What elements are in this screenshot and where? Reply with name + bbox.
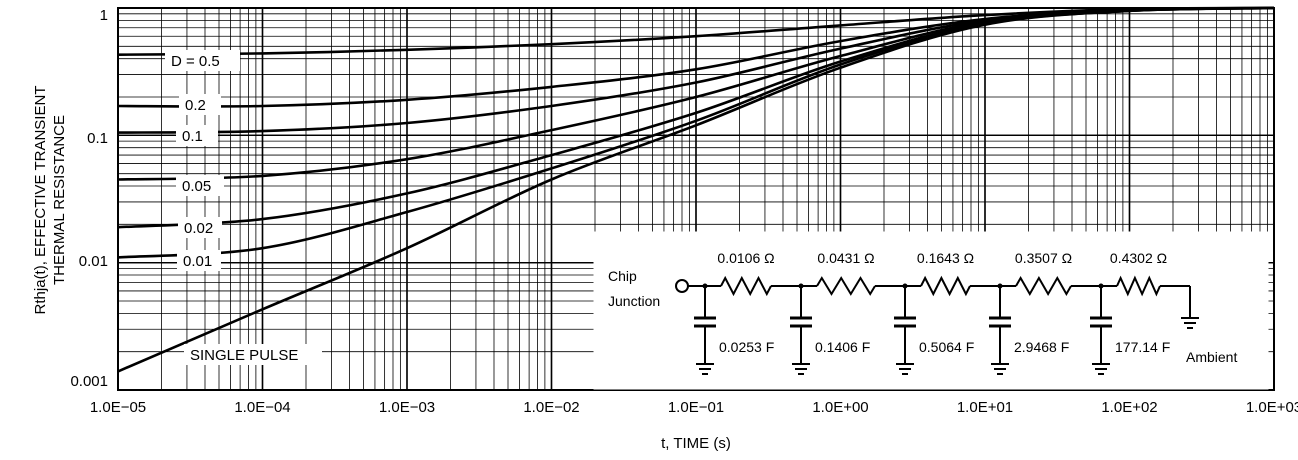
junction-terminal (675, 279, 689, 293)
x-tick-label: 1.0E+00 (812, 399, 868, 416)
resistor-label: 0.4302 Ω (1110, 250, 1167, 266)
curves (117, 6, 1275, 373)
x-tick-label: 1.0E−01 (668, 399, 724, 416)
y-axis-title-line2: THERMAL RESISTANCE (51, 115, 68, 285)
curve-label: D = 0.5 (171, 53, 220, 70)
y-tick-label: 1 (100, 7, 108, 24)
curve-label-bg (178, 217, 222, 238)
curve-label: 0.2 (185, 97, 206, 114)
x-tick-label: 1.0E+01 (957, 399, 1013, 416)
capacitor-label: 0.0253 F (719, 339, 774, 355)
chip-label-line1: Chip (608, 268, 637, 284)
chip-label-line2: Junction (608, 293, 660, 309)
curve-label: 0.02 (184, 220, 213, 237)
resistor-0 (720, 275, 772, 297)
x-tick-label: 1.0E−03 (379, 399, 435, 416)
x-tick-label: 1.0E+03 (1246, 399, 1298, 416)
curve-label: 0.1 (182, 128, 203, 145)
resistor-3 (1015, 275, 1072, 297)
capacitor-label: 0.5064 F (919, 339, 974, 355)
circuit-parts: 0.0106 Ω 0.0253 F 0.0431 Ω 0.1406 F 0.1643 Ω… (688, 250, 1199, 375)
y-tick-label: 0.01 (79, 253, 108, 270)
resistor-1 (816, 276, 876, 296)
plot-frame (117, 7, 1275, 391)
y-axis-title-line1: Rthja(t), EFFECTIVE TRANSIENT (32, 86, 49, 315)
curve-label-bg (165, 50, 240, 71)
x-axis-title: t, TIME (s) (661, 435, 731, 452)
ambient-label: Ambient (1186, 349, 1237, 365)
resistor-label: 0.3507 Ω (1015, 250, 1072, 266)
x-tick-label: 1.0E−05 (90, 399, 146, 416)
resistor-label: 0.1643 Ω (917, 250, 974, 266)
curve-label-bg (177, 250, 221, 271)
resistor-label: 0.0431 Ω (817, 250, 874, 266)
series-line-6 (117, 6, 1275, 373)
y-tick-labels: 0.001 0.01 0.1 1 (70, 7, 108, 390)
curve-label-bg (184, 344, 322, 365)
resistor-2 (920, 275, 971, 297)
curve-label: 0.01 (183, 253, 212, 270)
capacitor-label: 177.14 F (1115, 339, 1170, 355)
x-tick-label: 1.0E−04 (234, 399, 290, 416)
curve-label-bg (176, 175, 224, 196)
curve-label: 0.05 (182, 178, 211, 195)
capacitor-label: 2.9468 F (1014, 339, 1069, 355)
resistor-label: 0.0106 Ω (717, 250, 774, 266)
x-tick-label: 1.0E+02 (1101, 399, 1157, 416)
x-tick-labels: 1.0E−05 1.0E−04 1.0E−03 1.0E−02 1.0E−01 1.0E+… (90, 399, 1298, 416)
curve-label-bg (176, 125, 218, 146)
x-tick-label: 1.0E−02 (523, 399, 579, 416)
curve-labels: D = 0.5 0.2 0.1 0.05 0.02 0.01 SINGLE PULSE (165, 50, 322, 365)
rc-network-inset: Chip Junction 0.0106 Ω0.0253 F0.0431 Ω0.… (593, 231, 1269, 390)
y-tick-label: 0.001 (70, 373, 108, 390)
capacitor-label: 0.1406 F (815, 339, 870, 355)
resistor-4 (1116, 275, 1161, 297)
y-tick-label: 0.1 (87, 130, 108, 147)
curve-label-bg (179, 94, 221, 115)
inset-background (593, 231, 1269, 390)
curve-label: SINGLE PULSE (190, 347, 298, 364)
